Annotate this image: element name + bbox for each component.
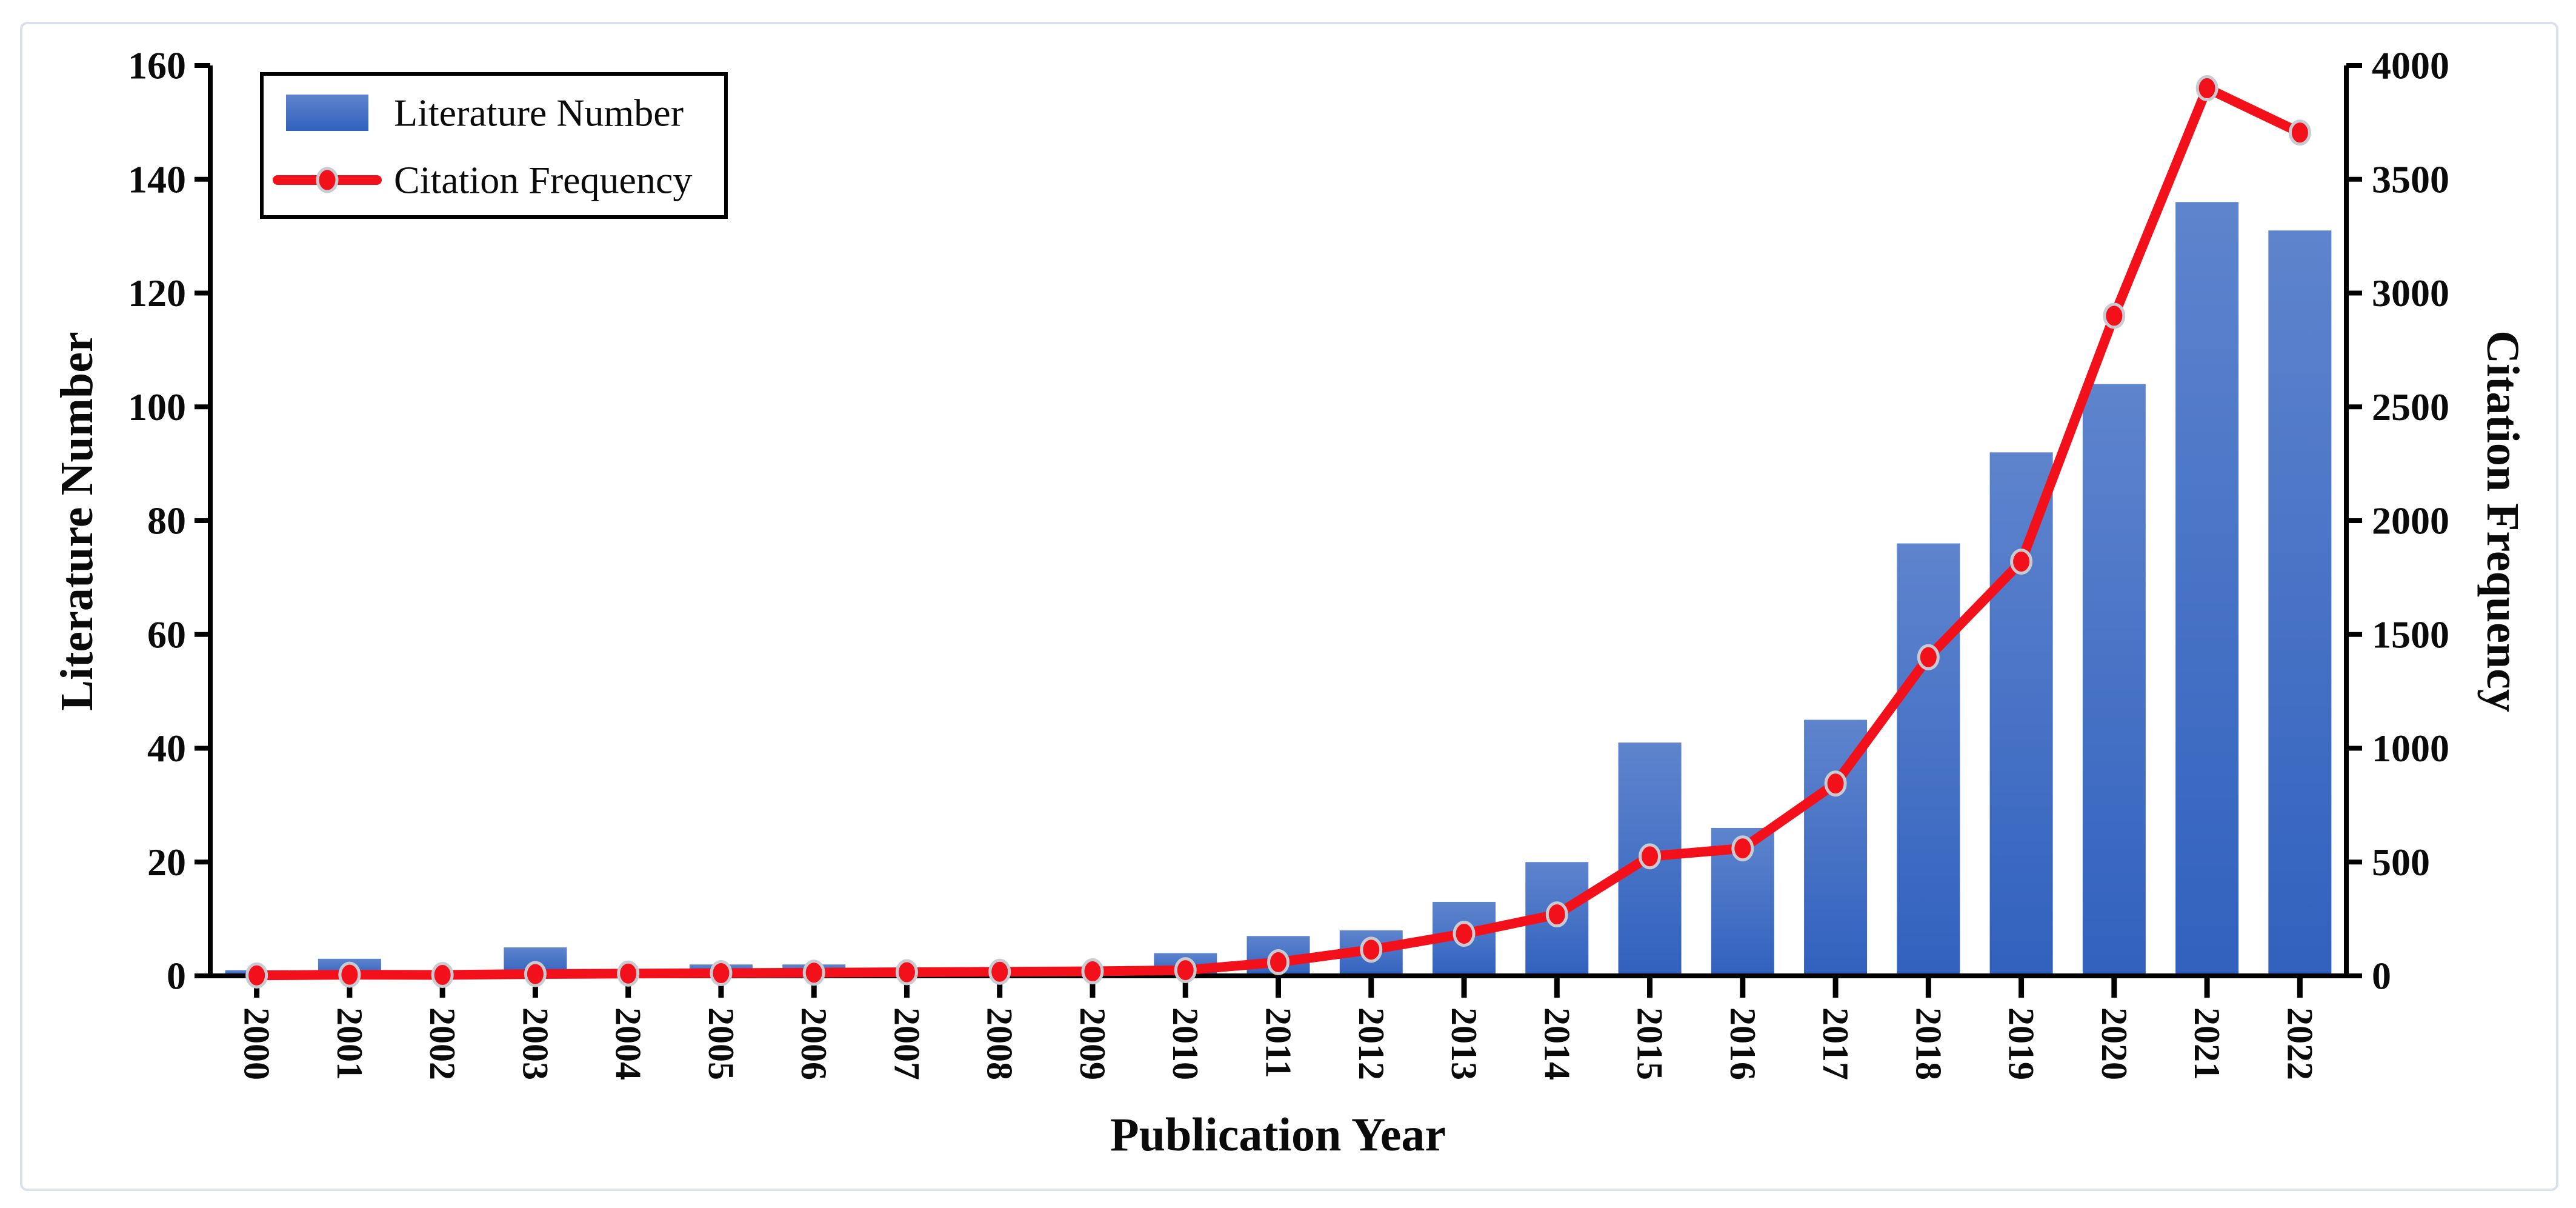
- right-tick-label: 0: [2372, 955, 2391, 998]
- x-tick-label: 2018: [1908, 1007, 1948, 1080]
- marker-2011: [1267, 949, 1290, 975]
- left-tick-label: 80: [147, 499, 186, 542]
- bar-2019: [1989, 452, 2053, 976]
- legend-marker-icon: [316, 167, 339, 193]
- x-tick-label: 2020: [2094, 1007, 2134, 1080]
- marker-2010: [1174, 957, 1197, 984]
- left-tick-label: 140: [128, 158, 186, 201]
- marker-2009: [1081, 958, 1104, 984]
- x-tick-label: 2004: [608, 1007, 648, 1080]
- marker-2012: [1360, 936, 1383, 963]
- x-tick-label: 2002: [422, 1007, 462, 1080]
- x-tick-label: 2011: [1259, 1007, 1299, 1078]
- x-tick-label: 2010: [1165, 1007, 1205, 1080]
- x-tick-label: 2006: [794, 1007, 834, 1080]
- marker-2019: [2010, 549, 2033, 575]
- bars-layer: [225, 202, 2332, 976]
- marker-2007: [895, 959, 918, 986]
- x-tick-label: 2001: [330, 1007, 370, 1080]
- tick-labels-layer: 0 20 40 60 80 100 120 140 160 0 500 1000 1500 2000 250…: [128, 44, 2449, 1081]
- x-tick-label: 2022: [2280, 1007, 2320, 1080]
- x-tick-label: 2009: [1073, 1007, 1113, 1080]
- x-tick-label: 2013: [1444, 1007, 1484, 1080]
- legend: Literature Number Citation Frequency: [260, 72, 728, 219]
- x-tick-label: 2021: [2187, 1007, 2227, 1080]
- x-tick-label: 2019: [2002, 1007, 2042, 1080]
- right-axis-title: Citation Frequency: [2477, 330, 2528, 712]
- left-tick-label: 0: [167, 955, 186, 998]
- marker-2008: [988, 958, 1011, 985]
- x-tick-label: 2017: [1816, 1007, 1855, 1080]
- marker-2022: [2288, 119, 2311, 146]
- x-tick-label: 2014: [1537, 1007, 1577, 1080]
- legend-label-citation: Citation Frequency: [394, 159, 692, 202]
- bar-2021: [2175, 202, 2239, 976]
- x-tick-label: 2005: [701, 1007, 741, 1080]
- right-tick-label: 3000: [2372, 272, 2449, 315]
- right-tick-label: 500: [2372, 841, 2430, 884]
- x-tick-label: 2012: [1351, 1007, 1391, 1080]
- x-tick-label: 2000: [237, 1007, 277, 1080]
- left-tick-label: 160: [128, 44, 186, 87]
- bar-2022: [2268, 230, 2332, 976]
- right-tick-label: 3500: [2372, 158, 2449, 201]
- marker-2017: [1824, 770, 1847, 797]
- marker-2013: [1453, 921, 1476, 947]
- x-tick-label: 2008: [980, 1007, 1020, 1080]
- x-tick-label: 2003: [515, 1007, 555, 1080]
- right-tick-label: 1000: [2372, 727, 2449, 770]
- marker-2020: [2103, 302, 2126, 329]
- marker-2005: [710, 959, 733, 986]
- left-tick-label: 20: [147, 841, 186, 884]
- right-tick-label: 1500: [2372, 613, 2449, 656]
- marker-2001: [338, 961, 361, 988]
- marker-2014: [1545, 901, 1568, 928]
- left-axis-title: Literature Number: [52, 332, 102, 710]
- x-tick-label: 2016: [1723, 1007, 1763, 1080]
- citation-line-layer: [245, 75, 2311, 989]
- left-tick-label: 60: [147, 613, 186, 656]
- left-tick-label: 40: [147, 727, 186, 770]
- marker-2003: [524, 961, 547, 987]
- bar-2020: [2082, 384, 2146, 976]
- marker-2016: [1731, 835, 1754, 862]
- left-tick-label: 120: [128, 272, 186, 315]
- x-tick-label: 2015: [1630, 1007, 1670, 1080]
- left-tick-label: 100: [128, 385, 186, 429]
- marker-2004: [617, 960, 640, 987]
- bar-2018: [1897, 543, 1960, 976]
- right-tick-label: 4000: [2372, 44, 2449, 87]
- legend-bar-swatch-icon: [286, 95, 368, 131]
- marker-2002: [431, 961, 454, 988]
- legend-label-literature: Literature Number: [394, 92, 684, 135]
- x-axis-title: Publication Year: [1110, 1108, 1446, 1161]
- right-tick-label: 2000: [2372, 499, 2449, 542]
- right-tick-label: 2500: [2372, 385, 2449, 429]
- marker-2015: [1639, 843, 1662, 870]
- marker-2021: [2195, 75, 2218, 102]
- marker-2006: [802, 959, 825, 986]
- marker-2000: [245, 962, 268, 989]
- marker-2018: [1917, 644, 1940, 670]
- x-tick-label: 2007: [887, 1007, 927, 1080]
